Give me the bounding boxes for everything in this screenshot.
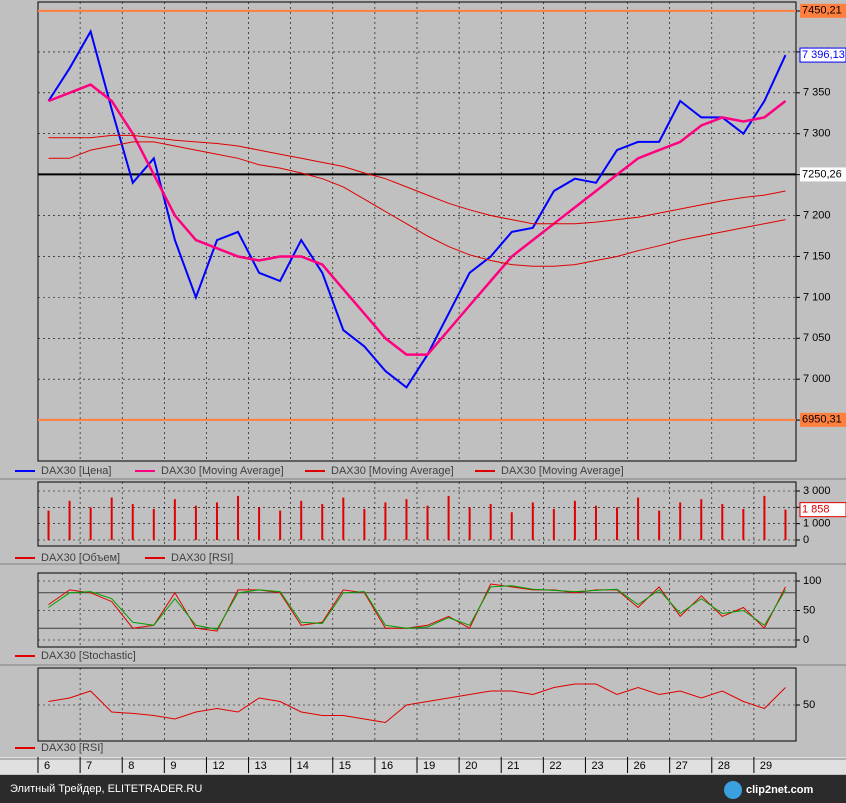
- date-label: 20: [465, 760, 477, 772]
- reference-label: 6950,31: [802, 414, 842, 426]
- series-line: [48, 141, 786, 267]
- reference-tag: [800, 3, 846, 18]
- date-label: 21: [507, 760, 519, 772]
- legend-label: DAX30 [Moving Average]: [331, 465, 454, 477]
- series-line: [48, 683, 786, 724]
- date-label: 16: [381, 760, 393, 772]
- date-label: 6: [44, 760, 50, 772]
- legend-label: DAX30 [Цена]: [41, 465, 111, 477]
- date-label: 22: [549, 760, 561, 772]
- date-label: 29: [760, 760, 772, 772]
- logo-icon: [724, 781, 742, 799]
- y-tick-label: 7 200: [803, 209, 831, 221]
- reference-label: 7250,26: [802, 168, 842, 180]
- date-label: 14: [297, 760, 309, 772]
- last-tag: [799, 502, 846, 518]
- footer-bar: [0, 775, 846, 803]
- y-tick-label: 3 000: [803, 485, 831, 497]
- y-tick-label: 7 050: [803, 332, 831, 344]
- y-tick-label: 50: [803, 604, 815, 616]
- y-tick-label: 1 000: [803, 518, 831, 530]
- date-label: 27: [676, 760, 688, 772]
- y-tick-label: 0: [803, 534, 809, 546]
- y-tick-label: 7 350: [803, 87, 831, 99]
- y-tick-label: 0: [803, 634, 809, 646]
- y-tick-label: 7 150: [803, 250, 831, 262]
- date-label: 8: [128, 760, 134, 772]
- legend-label: DAX30 [Moving Average]: [161, 465, 284, 477]
- date-label: 9: [170, 760, 176, 772]
- legend-label: DAX30 [Stochastic]: [41, 650, 136, 662]
- reference-tag: [800, 412, 846, 427]
- y-tick-label: 50: [803, 699, 815, 711]
- series-line: [48, 134, 786, 225]
- date-label: 23: [591, 760, 603, 772]
- y-tick-label: 7 100: [803, 291, 831, 303]
- reference-label: 7450,21: [802, 5, 842, 17]
- series-line: [48, 585, 786, 630]
- date-label: 28: [718, 760, 730, 772]
- date-label: 7: [86, 760, 92, 772]
- footer-logo: clip2net.com: [746, 784, 813, 796]
- y-tick-label: 7 000: [803, 373, 831, 385]
- date-label: 12: [212, 760, 224, 772]
- date-label: 15: [339, 760, 351, 772]
- series-line: [47, 28, 787, 389]
- reference-tag: [800, 167, 846, 182]
- last-label: 7 396,13: [802, 49, 845, 61]
- y-tick-label: 7 300: [803, 128, 831, 140]
- legend-label: DAX30 [Объем]: [41, 552, 120, 564]
- last-tag: [799, 47, 846, 63]
- legend-label: DAX30 [Moving Average]: [501, 465, 624, 477]
- y-tick-label: 100: [803, 575, 821, 587]
- footer-site: Элитный Трейдер, ELITETRADER.RU: [10, 783, 202, 795]
- date-label: 19: [423, 760, 435, 772]
- last-label: 1 858: [802, 504, 830, 516]
- legend-label: DAX30 [RSI]: [41, 742, 103, 754]
- date-label: 13: [255, 760, 267, 772]
- series-line: [48, 83, 787, 356]
- date-label: 26: [634, 760, 646, 772]
- series-line: [48, 583, 786, 632]
- date-strip: [0, 757, 846, 774]
- legend-label: DAX30 [RSI]: [171, 552, 233, 564]
